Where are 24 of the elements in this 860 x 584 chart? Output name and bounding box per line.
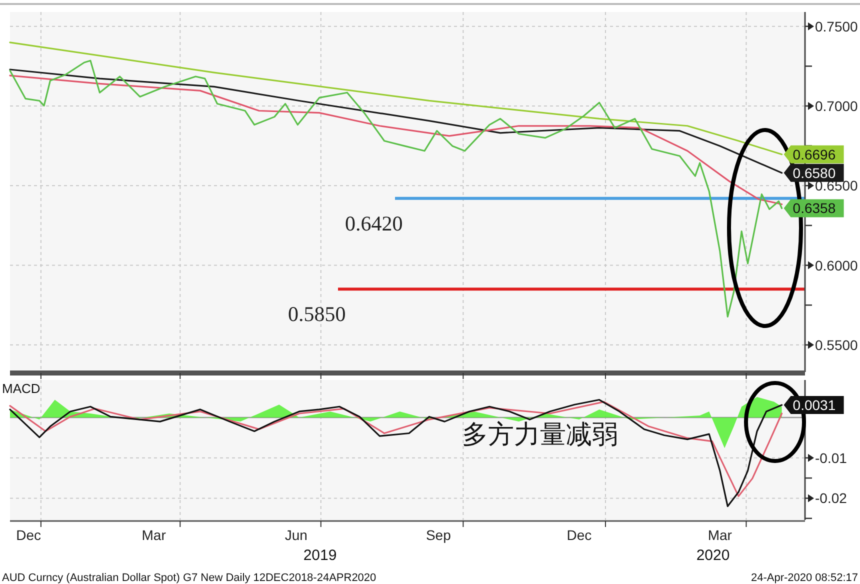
text: 2020	[696, 547, 730, 564]
x-tick-label: Dec	[566, 527, 592, 543]
y-tick-label: -0.01	[815, 450, 848, 466]
annotation: 多方力量减弱	[462, 419, 618, 449]
data-label: 0.6358	[792, 200, 836, 216]
y-tick-label: 0.5500	[815, 336, 858, 353]
text: 24-Apr-2020 08:52:17	[750, 572, 858, 584]
ref-line-label: 0.5850	[288, 302, 346, 326]
line-series	[9, 74, 783, 206]
x-tick-label: Mar	[708, 527, 732, 543]
text: 2019	[303, 547, 337, 564]
x-tick-label: Sep	[426, 527, 452, 543]
y-tick-label: 0.6000	[815, 257, 858, 274]
x-tick-label: Dec	[16, 527, 42, 543]
data-label: 0.6696	[792, 146, 836, 162]
chart-title: MACD	[2, 381, 40, 396]
x-tick-label: Jun	[284, 527, 308, 543]
ref-line-label: 0.6420	[345, 211, 403, 236]
x-tick-label: Mar	[142, 527, 166, 543]
text: AUD Curncy (Australian Dollar Spot) G7 New Daily 12DEC2018-24APR2020	[2, 572, 376, 584]
y-tick-label: -0.02	[815, 490, 848, 506]
data-label: 0.0031	[792, 397, 836, 414]
y-tick-label: 0.7500	[815, 18, 858, 34]
y-tick-label: 0.7000	[815, 98, 858, 114]
